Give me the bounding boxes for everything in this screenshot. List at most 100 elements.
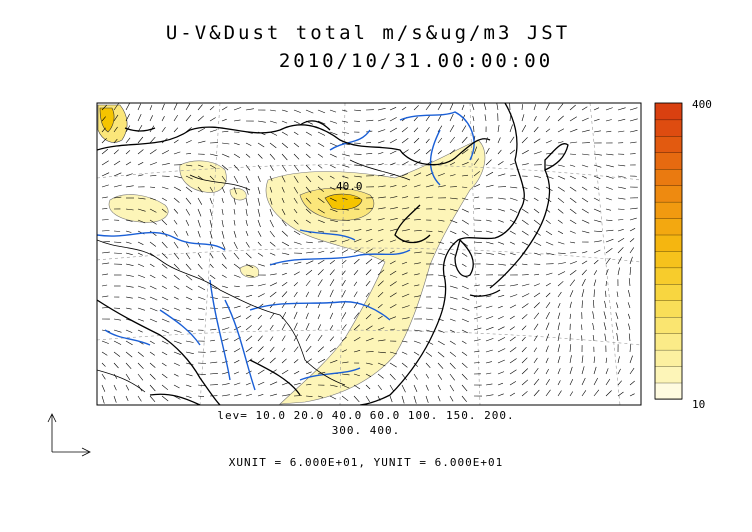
wind-vector [533, 368, 539, 375]
wind-vector [449, 362, 456, 370]
wind-vector [341, 239, 350, 243]
wind-vector [257, 164, 261, 170]
wind-vector [317, 250, 325, 254]
wind-vector [485, 219, 492, 222]
wind-vector [197, 164, 204, 168]
wind-vector [605, 368, 609, 375]
wind-vector [497, 359, 505, 364]
wind-vector [305, 251, 314, 254]
coastlines [97, 103, 569, 405]
wind-vector [461, 285, 469, 290]
wind-vector [437, 241, 444, 244]
wind-vector [149, 285, 157, 290]
wind-vector [317, 186, 324, 193]
wind-vector [161, 186, 169, 190]
wind-vector [449, 329, 456, 333]
wind-vector [557, 208, 564, 214]
wind-vector [461, 263, 467, 267]
wind-vector [125, 173, 133, 177]
wind-vector [137, 274, 146, 278]
wind-vector [533, 175, 542, 178]
wind-vector [485, 137, 488, 144]
wind-vector [281, 323, 286, 331]
colorbar-step [654, 217, 683, 236]
wind-vector [545, 103, 550, 111]
wind-vector [509, 252, 516, 256]
wind-vector [173, 252, 180, 260]
wind-vector [557, 219, 563, 224]
wind-vector [592, 311, 595, 320]
wind-vector [557, 252, 566, 254]
wind-vector [545, 379, 550, 386]
wind-vector [485, 326, 494, 331]
wind-vector [629, 238, 635, 243]
wind-vector [533, 241, 542, 246]
wind-vector [545, 241, 554, 246]
wind-vector [569, 186, 577, 192]
wind-vector [604, 300, 607, 309]
wind-vector [605, 119, 612, 122]
wind-vector [617, 238, 625, 243]
wind-vector [509, 284, 518, 287]
wind-vector [377, 249, 385, 254]
wind-vector [497, 219, 504, 223]
wind-vector [101, 230, 110, 232]
wind-vector [221, 153, 230, 158]
wind-vector [257, 335, 263, 342]
wind-vector [221, 197, 224, 203]
wind-vector [317, 142, 325, 147]
wind-vector [341, 361, 349, 364]
wind-vector [581, 289, 585, 298]
wind-vector [197, 140, 206, 144]
wind-vector [557, 322, 560, 331]
wind-vector [257, 197, 261, 206]
wind-vector [161, 307, 170, 312]
wind-vector [413, 230, 422, 232]
wind-vector [305, 371, 312, 375]
wind-vector [593, 366, 597, 375]
wind-vector [209, 153, 218, 157]
wind-vector [185, 230, 189, 236]
wind-vector [461, 307, 470, 312]
wind-vector [389, 328, 396, 331]
wind-vector [281, 131, 288, 136]
wind-vector [101, 241, 110, 243]
wind-vector [593, 197, 600, 201]
wind-vector [605, 357, 608, 364]
wind-vector [377, 327, 385, 331]
wind-vector [257, 263, 265, 267]
wind-vector [629, 266, 632, 276]
wind-vector [353, 197, 361, 199]
wind-vector [545, 368, 549, 375]
wind-vector [113, 126, 118, 133]
wind-vector [185, 340, 194, 343]
wind-vector [269, 175, 273, 182]
wind-vector [413, 137, 420, 144]
wind-vector [281, 197, 285, 204]
wind-vector [305, 280, 311, 287]
wind-vector [569, 104, 576, 111]
wind-vector [628, 333, 631, 342]
wind-vector [616, 302, 619, 309]
wind-vector [233, 348, 241, 353]
wind-vector [605, 390, 612, 397]
wind-vector [281, 186, 285, 193]
wind-vector [317, 269, 324, 276]
wind-vector [149, 162, 158, 166]
wind-vector [293, 153, 300, 160]
unit-vector-arrows [47, 413, 91, 457]
wind-vector [185, 384, 192, 387]
wind-vector [592, 334, 595, 342]
wind-vector [569, 261, 578, 265]
wind-vector [341, 197, 348, 200]
wind-vector [113, 184, 122, 188]
wind-vector [557, 344, 561, 353]
wind-vector [461, 395, 467, 402]
wind-vector [341, 324, 347, 331]
wind-vector [377, 280, 384, 287]
wind-vector [377, 129, 386, 133]
wind-vector [221, 142, 230, 145]
wind-vector [497, 263, 506, 266]
colorbar-step [654, 102, 683, 121]
wind-vector [533, 357, 538, 364]
